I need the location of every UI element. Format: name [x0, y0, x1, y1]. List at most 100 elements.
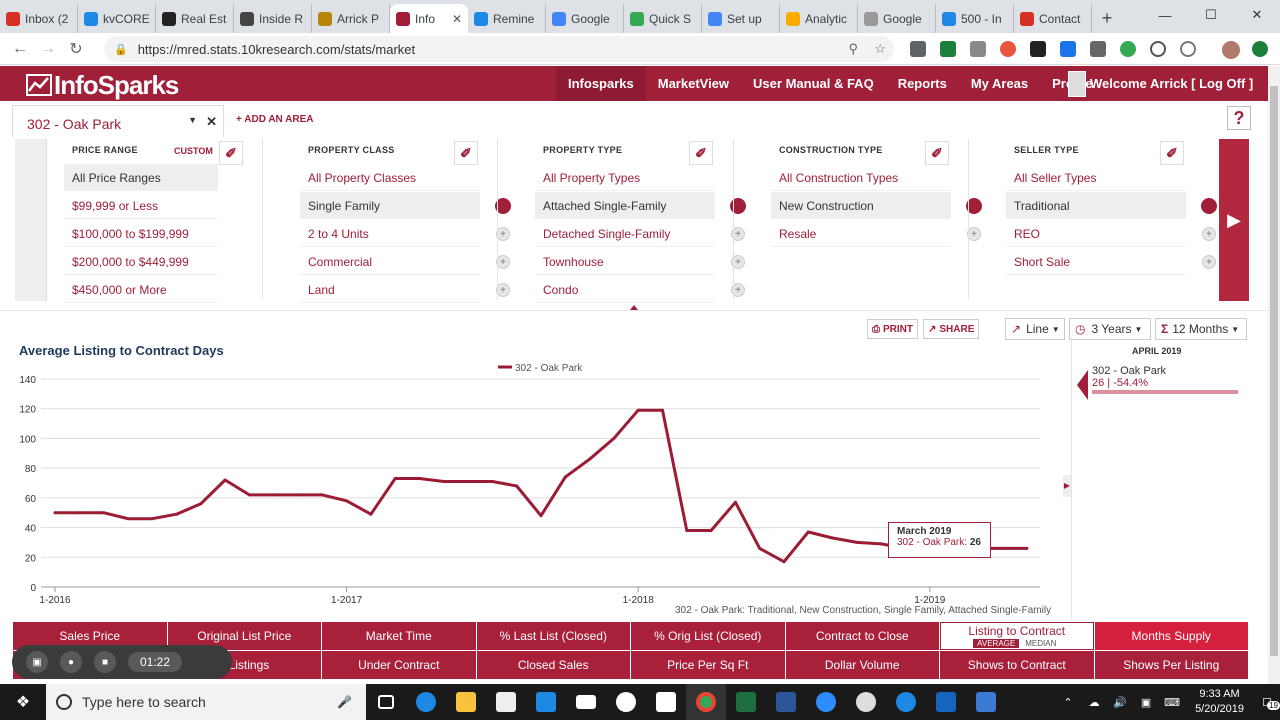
chevron-up-icon[interactable]: ⌃	[1063, 696, 1073, 709]
close-window-button[interactable]: ✕	[1251, 7, 1263, 22]
metric-tab[interactable]: Price Per Sq Ft	[631, 651, 785, 679]
browser-tab[interactable]: Set up	[702, 4, 780, 33]
browser-tab[interactable]: Inside R	[234, 4, 312, 33]
extension-icon[interactable]	[1000, 41, 1016, 57]
notification-icon[interactable]: ☐19	[1254, 696, 1280, 710]
url-field[interactable]: 🔒 https://mred.stats.10kresearch.com/sta…	[104, 36, 894, 62]
add-filter-icon[interactable]: +	[731, 283, 745, 297]
chrome-icon[interactable]	[686, 684, 726, 720]
metric-tab[interactable]: Under Contract	[322, 651, 476, 679]
extension-icon[interactable]	[910, 41, 926, 57]
data-point[interactable]	[1001, 546, 1005, 550]
data-point[interactable]	[831, 536, 835, 540]
filter-option[interactable]: Short Sale +	[1006, 248, 1216, 275]
zoom-icon[interactable]: ⚲	[848, 41, 858, 56]
filter-option[interactable]: Single Family	[300, 192, 511, 219]
app-icon[interactable]	[966, 684, 1006, 720]
profile-avatar[interactable]	[1222, 41, 1240, 59]
data-point[interactable]	[661, 408, 664, 412]
nav-infosparks[interactable]: Infosparks	[556, 66, 646, 101]
zoom-app-icon[interactable]	[806, 684, 846, 720]
browser-tab[interactable]: Analytic	[780, 4, 858, 33]
close-tab-icon[interactable]: ✕	[451, 11, 462, 26]
data-point[interactable]	[539, 514, 543, 518]
update-icon[interactable]	[1252, 41, 1268, 57]
mail-icon[interactable]	[566, 684, 606, 720]
data-point[interactable]	[272, 493, 276, 497]
nav-marketview[interactable]: MarketView	[657, 76, 730, 91]
browser-tab[interactable]: Remine	[468, 4, 546, 33]
select-all-icon[interactable]: ✐	[689, 141, 713, 165]
add-filter-icon[interactable]: +	[731, 255, 745, 269]
average-median-toggle[interactable]: AVERAGE MEDIAN	[973, 639, 1060, 648]
data-point[interactable]	[345, 499, 349, 503]
back-icon[interactable]: ←	[12, 39, 28, 57]
browser-tab[interactable]: Google	[858, 4, 936, 33]
data-point[interactable]	[879, 542, 883, 546]
print-button[interactable]: ⎙ PRINT	[867, 319, 918, 339]
maximize-button[interactable]: ☐	[1205, 7, 1217, 22]
data-point[interactable]	[150, 517, 154, 521]
data-point[interactable]	[199, 502, 203, 506]
extension-icon[interactable]	[1090, 41, 1106, 57]
help-button[interactable]: ?	[1227, 106, 1251, 130]
data-point[interactable]	[636, 408, 640, 412]
browser-tab[interactable]: 500 - In	[936, 4, 1014, 33]
file-explorer-icon[interactable]	[446, 684, 486, 720]
nav-my-areas[interactable]: My Areas	[970, 76, 1029, 91]
word-icon[interactable]	[766, 684, 806, 720]
selected-dot-icon[interactable]	[495, 198, 511, 214]
filter-option[interactable]: Resale +	[771, 220, 981, 247]
edge-icon[interactable]	[406, 684, 446, 720]
filter-option[interactable]: All Price Ranges	[64, 164, 218, 191]
metric-tab[interactable]: Dollar Volume	[785, 651, 939, 679]
help-app-icon[interactable]	[886, 684, 926, 720]
custom-price-link[interactable]: CUSTOM	[174, 146, 213, 156]
metric-tab[interactable]: % Last List (Closed)	[476, 622, 630, 650]
data-point[interactable]	[53, 511, 57, 515]
screen-icon[interactable]: ▣	[26, 651, 48, 673]
extension-icon[interactable]	[940, 41, 956, 57]
metric-tab[interactable]: Closed Sales	[476, 651, 630, 679]
browser-tab[interactable]: Google	[546, 4, 624, 33]
bookmark-star-icon[interactable]: ☆	[874, 41, 886, 56]
remove-area-icon[interactable]: ✕	[206, 114, 217, 129]
extension-icon[interactable]	[1120, 41, 1136, 57]
taskbar-search[interactable]: Type here to search 🎤	[46, 684, 366, 720]
data-point[interactable]	[758, 546, 762, 550]
metric-tab[interactable]: Months Supply	[1094, 622, 1248, 650]
data-point[interactable]	[393, 477, 397, 481]
chevron-down-icon[interactable]: ▼	[188, 115, 197, 125]
add-area-link[interactable]: + ADD AN AREA	[236, 114, 314, 125]
period-dropdown[interactable]: Σ 12 Months ▼	[1155, 318, 1247, 340]
add-filter-icon[interactable]: +	[496, 255, 510, 269]
data-point[interactable]	[782, 560, 786, 564]
clock[interactable]: 9:33 AM 5/20/2019	[1195, 687, 1244, 717]
browser-tab[interactable]: Quick S	[624, 4, 702, 33]
task-view-icon[interactable]	[366, 684, 406, 720]
welcome-user[interactable]: Welcome Arrick [ Log Off ]	[1068, 66, 1253, 101]
add-filter-icon[interactable]: +	[1202, 255, 1216, 269]
data-point[interactable]	[855, 540, 859, 544]
filter-option[interactable]: Condo +	[535, 276, 745, 303]
reload-icon[interactable]: ↻	[69, 40, 83, 58]
stop-icon[interactable]: ■	[94, 651, 116, 673]
select-all-icon[interactable]: ✐	[219, 141, 243, 165]
metric-tab[interactable]: Market Time	[322, 622, 476, 650]
app-icon[interactable]	[846, 684, 886, 720]
excel-icon[interactable]	[726, 684, 766, 720]
infosparks-logo[interactable]: InfoSparks	[26, 70, 179, 101]
data-point[interactable]	[588, 457, 592, 461]
filter-option[interactable]: All Property Classes	[300, 164, 480, 191]
filter-option[interactable]: $200,000 to $449,999	[64, 248, 218, 275]
select-all-icon[interactable]: ✐	[925, 141, 949, 165]
filter-option[interactable]: Detached Single-Family +	[535, 220, 745, 247]
new-tab-button[interactable]: +	[1101, 8, 1113, 28]
share-button[interactable]: ↗ SHARE	[923, 319, 979, 339]
search-icon[interactable]	[1150, 41, 1166, 57]
nav-user-manual[interactable]: User Manual & FAQ	[753, 76, 874, 91]
data-point[interactable]	[709, 529, 713, 533]
metric-tab[interactable]: Listing to Contract AVERAGE MEDIAN	[940, 622, 1094, 650]
browser-tab[interactable]: Contact	[1014, 4, 1092, 33]
data-point[interactable]	[466, 480, 470, 484]
